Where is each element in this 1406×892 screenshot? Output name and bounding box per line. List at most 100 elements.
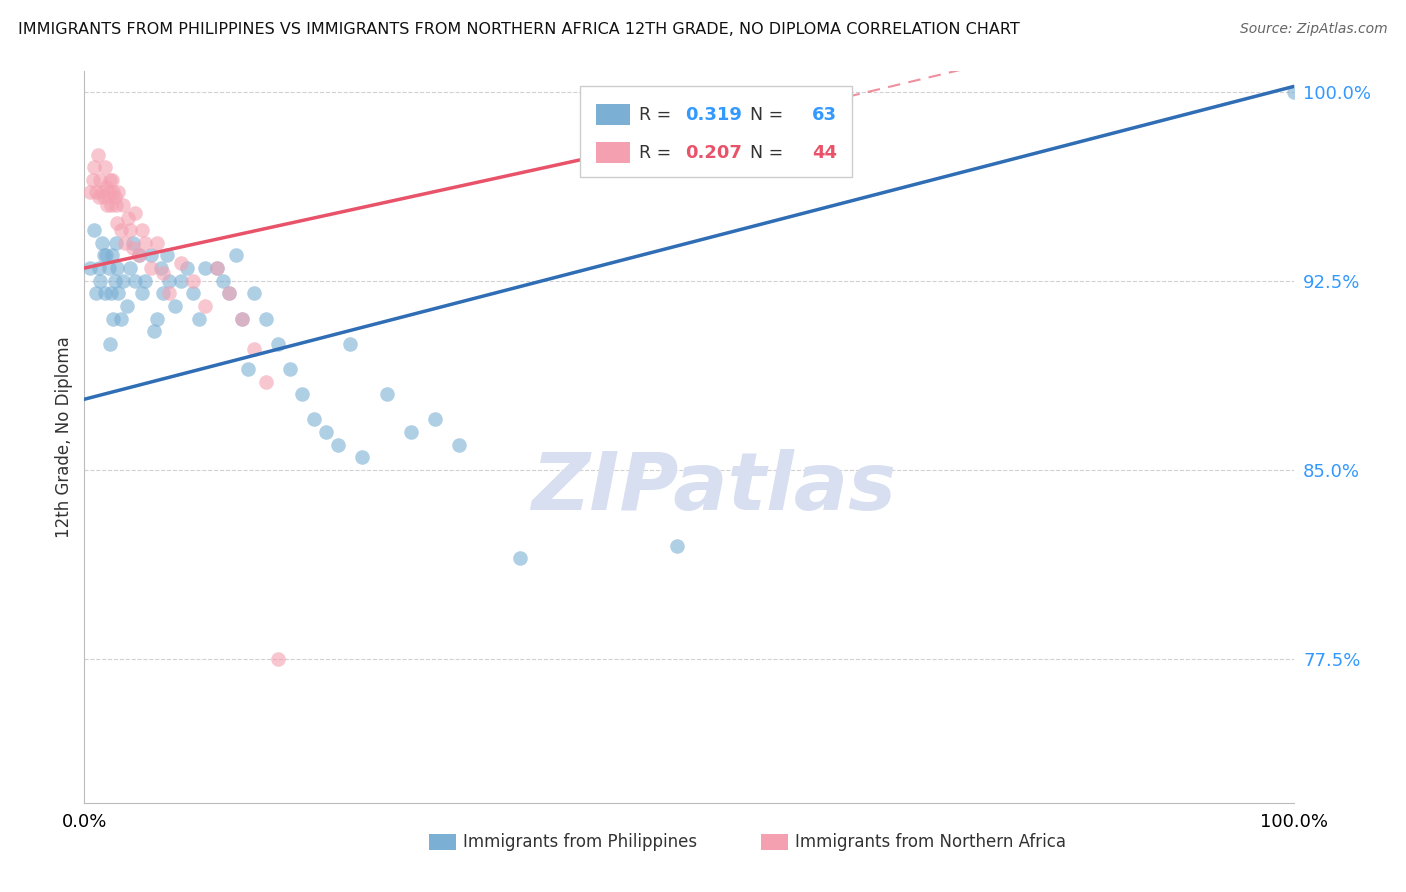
Point	[399, 425, 422, 439]
Point	[91, 186, 114, 200]
Point	[124, 274, 146, 288]
Point	[103, 186, 125, 200]
Point	[254, 375, 277, 389]
Point	[143, 324, 166, 338]
Text: 44: 44	[813, 144, 838, 161]
Text: Immigrants from Northern Africa: Immigrants from Northern Africa	[796, 833, 1066, 851]
Point	[101, 173, 124, 187]
Point	[207, 261, 229, 276]
Text: 63: 63	[813, 105, 838, 123]
Point	[105, 261, 128, 276]
Point	[131, 223, 153, 237]
Point	[267, 336, 290, 351]
Point	[107, 186, 129, 200]
Point	[509, 551, 531, 566]
Point	[134, 274, 156, 288]
Point	[423, 412, 446, 426]
Point	[112, 274, 135, 288]
FancyBboxPatch shape	[596, 104, 630, 125]
Point	[194, 299, 217, 313]
Point	[449, 437, 471, 451]
Point	[665, 539, 688, 553]
Point	[157, 286, 180, 301]
Point	[278, 362, 301, 376]
Point	[98, 336, 121, 351]
Point	[110, 311, 132, 326]
Point	[152, 266, 174, 280]
Point	[124, 205, 146, 219]
Point	[91, 235, 114, 250]
Point	[120, 223, 142, 237]
Point	[86, 286, 108, 301]
Point	[97, 186, 120, 200]
Point	[139, 248, 162, 262]
Point	[218, 286, 240, 301]
Point	[149, 261, 172, 276]
Point	[100, 198, 122, 212]
Text: N =: N =	[738, 105, 789, 123]
Point	[93, 190, 115, 204]
Point	[188, 311, 211, 326]
Point	[254, 311, 277, 326]
Point	[139, 261, 162, 276]
Point	[128, 248, 150, 262]
FancyBboxPatch shape	[596, 143, 630, 163]
Point	[207, 261, 229, 276]
Text: R =: R =	[640, 105, 678, 123]
Point	[267, 652, 290, 666]
Point	[83, 160, 105, 174]
Point	[134, 235, 156, 250]
FancyBboxPatch shape	[581, 86, 852, 178]
Point	[302, 412, 325, 426]
Text: IMMIGRANTS FROM PHILIPPINES VS IMMIGRANTS FROM NORTHERN AFRICA 12TH GRADE, NO DI: IMMIGRANTS FROM PHILIPPINES VS IMMIGRANT…	[18, 22, 1019, 37]
Text: 0.207: 0.207	[685, 144, 742, 161]
Point	[181, 274, 204, 288]
Point	[181, 286, 204, 301]
Point	[117, 211, 139, 225]
Point	[89, 173, 111, 187]
Point	[176, 261, 198, 276]
Point	[242, 342, 264, 356]
FancyBboxPatch shape	[762, 834, 789, 850]
Point	[1282, 85, 1305, 99]
Point	[194, 261, 217, 276]
Point	[225, 248, 247, 262]
Point	[79, 261, 101, 276]
Point	[103, 311, 125, 326]
Point	[101, 248, 124, 262]
Point	[98, 173, 121, 187]
Point	[165, 299, 187, 313]
Point	[94, 180, 117, 194]
Point	[104, 274, 127, 288]
Point	[104, 235, 127, 250]
Point	[121, 235, 143, 250]
Point	[375, 387, 398, 401]
Point	[86, 186, 108, 200]
Y-axis label: 12th Grade, No Diploma: 12th Grade, No Diploma	[55, 336, 73, 538]
Point	[100, 286, 122, 301]
Point	[94, 160, 117, 174]
Text: Immigrants from Philippines: Immigrants from Philippines	[463, 833, 697, 851]
Point	[114, 235, 136, 250]
Point	[157, 274, 180, 288]
Point	[218, 286, 240, 301]
Point	[236, 362, 259, 376]
Point	[83, 223, 105, 237]
Point	[339, 336, 361, 351]
Point	[79, 186, 101, 200]
Point	[152, 286, 174, 301]
Point	[120, 261, 142, 276]
Point	[231, 311, 253, 326]
Point	[94, 248, 117, 262]
Point	[231, 311, 253, 326]
Point	[94, 286, 117, 301]
Text: Source: ZipAtlas.com: Source: ZipAtlas.com	[1240, 22, 1388, 37]
Point	[86, 147, 108, 161]
Point	[93, 248, 115, 262]
Point	[242, 286, 264, 301]
Point	[112, 198, 135, 212]
Point	[352, 450, 374, 465]
Text: R =: R =	[640, 144, 678, 161]
Point	[131, 286, 153, 301]
Text: ZIPatlas: ZIPatlas	[530, 450, 896, 527]
